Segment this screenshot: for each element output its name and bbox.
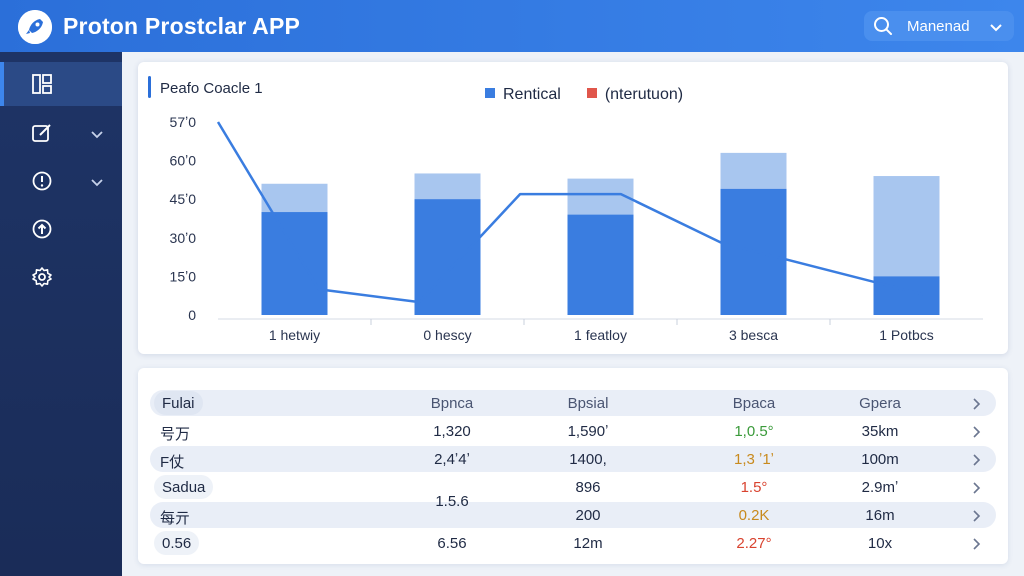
cell-value: 2,4ʼ4ʼ — [434, 451, 470, 468]
cell-value: 1.5° — [740, 479, 768, 496]
y-tick-label: 57ʼ0 — [170, 114, 197, 130]
cell-value: 1,3 ʼ1ʼ — [733, 451, 775, 468]
y-tick-label: 15ʼ0 — [170, 268, 197, 284]
table-row[interactable]: 号万 1,320 1,590ʼ 1,0.5° 35km — [150, 418, 996, 444]
cell-value: 1400, — [569, 451, 607, 468]
cell-value: 0.2K — [738, 507, 770, 524]
cell-value: 2.27° — [736, 535, 772, 552]
row-label: 0.56 — [154, 531, 200, 555]
y-tick-label: 0 — [188, 307, 196, 323]
sidebar-item-upload[interactable] — [0, 207, 122, 251]
column-header: Gpera — [859, 395, 901, 412]
app-title: Proton Prostclar APP — [63, 13, 301, 39]
x-tick-label: 1 hetwiy — [269, 327, 320, 343]
cell-value: 896 — [575, 479, 601, 496]
x-tick-label: 1 featloy — [574, 327, 627, 343]
chevron-down-icon[interactable] — [91, 127, 103, 145]
chevron-right-icon[interactable] — [972, 453, 982, 471]
search-icon[interactable] — [873, 16, 893, 41]
cell-value: 12m — [573, 535, 603, 552]
table-row[interactable]: Sadua 896 1.5° 2.9mʼ — [150, 474, 996, 500]
chevron-right-icon[interactable] — [972, 397, 982, 415]
cell-value: 6.56 — [437, 535, 467, 552]
row-label: F仗 — [160, 454, 185, 471]
legend-swatch-blue — [485, 88, 495, 98]
sidebar-item-settings[interactable] — [0, 255, 122, 299]
chart-plot: 0 15ʼ0 30ʼ0 45ʼ0 60ʼ0 57ʼ0 1 hetwiy 0 hescy 1 fe… — [170, 114, 983, 343]
grid-icon — [31, 73, 53, 100]
chevron-right-icon[interactable] — [972, 509, 982, 527]
chevron-right-icon[interactable] — [972, 425, 982, 443]
top-bar: Proton Prostclar APP Manenad — [0, 0, 1024, 52]
y-tick-label: 60ʼ0 — [170, 153, 197, 169]
cell-value: 2.9mʼ — [861, 479, 899, 496]
data-table: Fulai Bpnca Bpsial Bpaca Gpera 号万 1,320 … — [138, 368, 1008, 564]
sidebar-item-alerts[interactable] — [0, 159, 122, 203]
chevron-right-icon[interactable] — [972, 481, 982, 499]
sidebar-item-dashboard[interactable] — [0, 62, 122, 106]
alert-circle-icon — [31, 170, 53, 197]
bar-rentical — [873, 276, 940, 315]
cell-value: 16m — [865, 507, 895, 524]
line-series — [216, 121, 924, 304]
cell-value: 1,320 — [433, 423, 471, 440]
header-label: Fulai — [154, 391, 203, 415]
cell-value: 200 — [575, 507, 601, 524]
legend-label-nterutuon: (nterutuon) — [604, 86, 684, 103]
column-header: Bpaca — [732, 395, 776, 412]
cell-value: 100m — [861, 451, 899, 468]
cell-value: 10x — [867, 535, 893, 552]
column-header: Bpnca — [430, 395, 474, 412]
legend-label-rentical: Rentical — [503, 86, 561, 103]
y-tick-label: 30ʼ0 — [170, 230, 197, 246]
chart-card: Peafo Coacle 1 Rentical (nterutuon) 0 15ʼ0… — [138, 62, 1008, 354]
user-menu[interactable]: Manenad — [864, 11, 1014, 41]
x-tick-label: 0 hescy — [423, 327, 471, 343]
user-name: Manenad — [907, 18, 970, 35]
legend-swatch-red — [586, 88, 597, 98]
chevron-down-icon[interactable] — [990, 20, 1002, 38]
merged-cell-value: 1.5.6 — [435, 493, 469, 510]
cell-value: 1,590ʼ — [567, 423, 609, 440]
table-row[interactable]: 0.56 6.56 12m 2.27° 10x — [150, 530, 996, 556]
x-tick-label: 1 Potbcs — [879, 327, 933, 343]
sidebar — [0, 52, 122, 576]
bar-rentical — [261, 212, 328, 315]
settings-icon — [31, 266, 53, 293]
y-tick-label: 45ʼ0 — [170, 191, 197, 207]
edit-icon — [31, 122, 53, 149]
column-header: Bpsial — [567, 395, 609, 412]
title-accent — [148, 76, 151, 98]
row-label: 号万 — [160, 426, 191, 443]
upload-icon — [31, 218, 53, 245]
chart-title: Peafo Coacle 1 — [160, 80, 263, 97]
chevron-down-icon[interactable] — [91, 175, 103, 193]
table-row[interactable]: 每亓 200 0.2K 16m — [150, 502, 996, 528]
row-label: 每亓 — [160, 510, 191, 527]
table-header-row: Fulai Bpnca Bpsial Bpaca Gpera — [150, 390, 996, 416]
rocket-icon[interactable] — [18, 10, 52, 44]
sidebar-item-edit[interactable] — [0, 111, 122, 155]
table-row[interactable]: F仗 2,4ʼ4ʼ 1400, 1,3 ʼ1ʼ 100m — [150, 446, 996, 472]
chevron-right-icon[interactable] — [972, 537, 982, 555]
row-label: Sadua — [154, 475, 214, 499]
cell-value: 1,0.5° — [734, 423, 774, 440]
bar-rentical — [567, 214, 634, 315]
x-tick-label: 3 besca — [729, 327, 778, 343]
cell-value: 35km — [861, 423, 899, 440]
chart-legend: Rentical (nterutuon) — [485, 86, 683, 104]
